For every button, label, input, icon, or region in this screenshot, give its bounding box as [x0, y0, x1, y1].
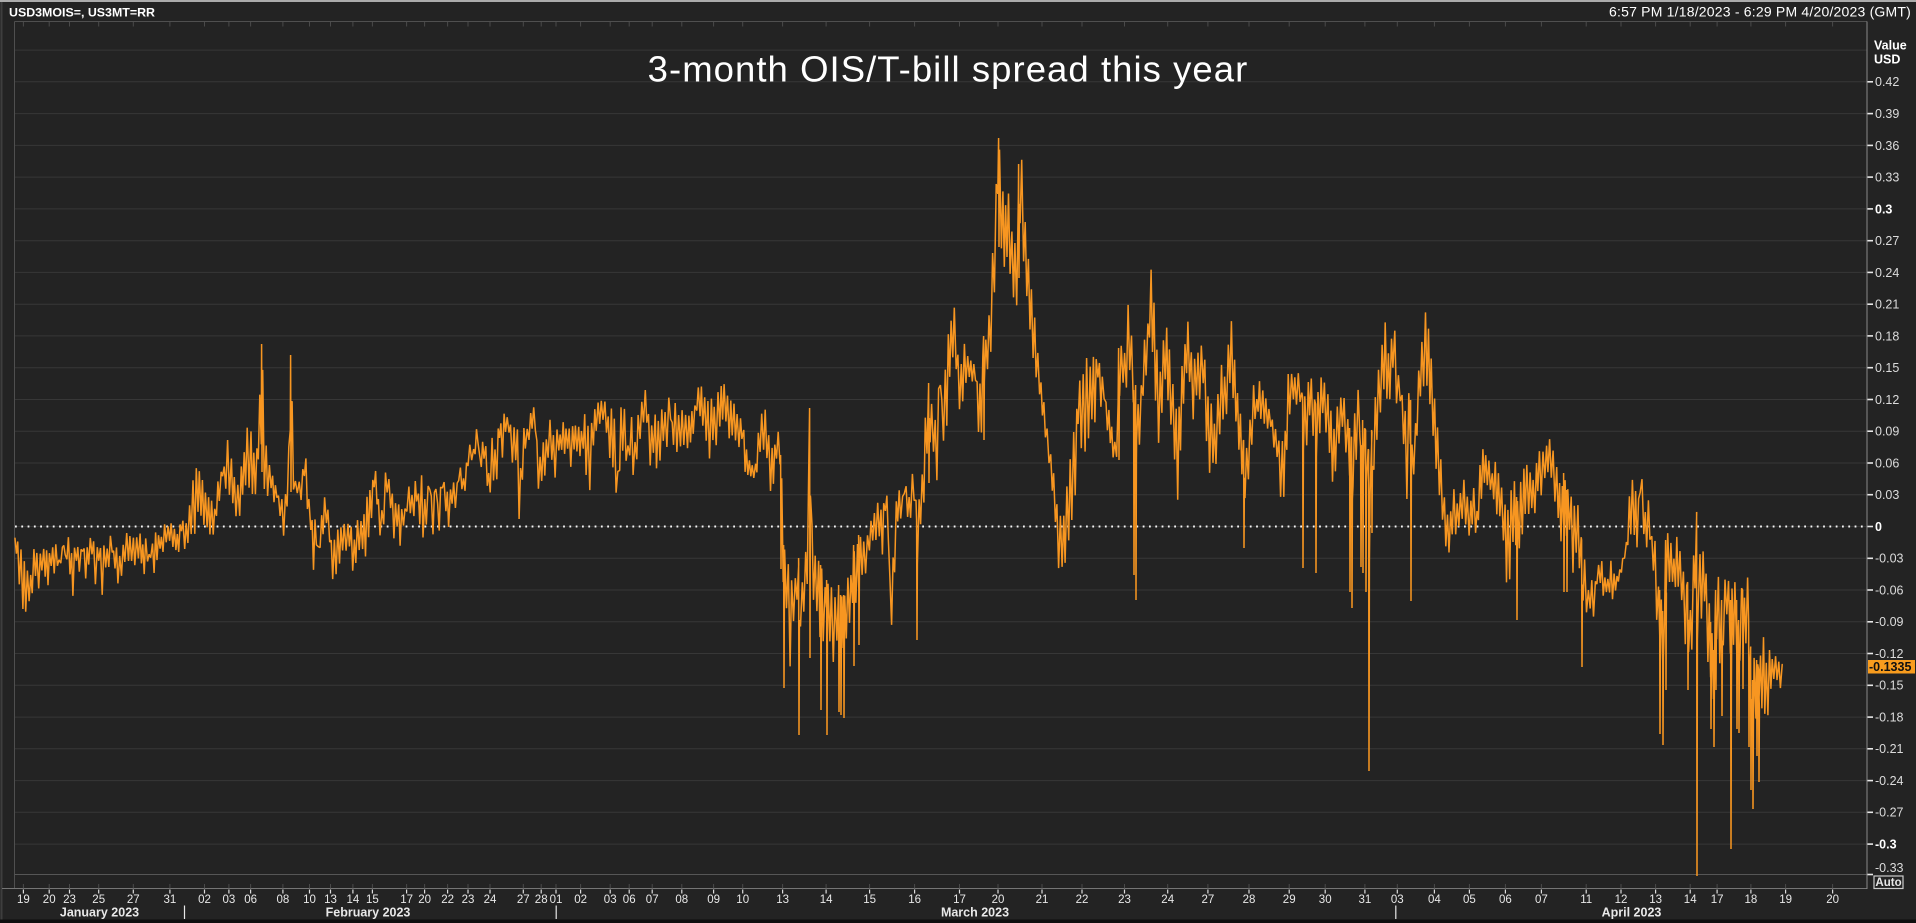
- svg-text:-0.09: -0.09: [1875, 615, 1904, 629]
- svg-text:06: 06: [623, 894, 636, 906]
- svg-text:10: 10: [736, 894, 749, 906]
- svg-text:24: 24: [484, 894, 497, 906]
- svg-text:17: 17: [1711, 894, 1724, 906]
- svg-text:0.15: 0.15: [1875, 361, 1899, 375]
- svg-text:13: 13: [776, 894, 789, 906]
- svg-text:03: 03: [1391, 894, 1404, 906]
- svg-text:22: 22: [441, 894, 454, 906]
- svg-text:17: 17: [400, 894, 413, 906]
- svg-text:March 2023: March 2023: [941, 906, 1009, 920]
- svg-text:6:57 PM 1/18/2023 - 6:29 PM 4/: 6:57 PM 1/18/2023 - 6:29 PM 4/20/2023 (G…: [1609, 4, 1911, 20]
- svg-text:11: 11: [1580, 894, 1592, 906]
- svg-text:0.27: 0.27: [1875, 234, 1899, 248]
- svg-text:-0.21: -0.21: [1875, 742, 1904, 756]
- svg-text:-0.15: -0.15: [1875, 679, 1904, 693]
- svg-text:23: 23: [462, 894, 475, 906]
- svg-text:03: 03: [604, 894, 617, 906]
- svg-text:20: 20: [992, 894, 1005, 906]
- svg-text:30: 30: [1319, 894, 1332, 906]
- svg-text:-0.12: -0.12: [1875, 647, 1904, 661]
- svg-text:0.12: 0.12: [1875, 393, 1899, 407]
- svg-text:Auto: Auto: [1875, 877, 1901, 889]
- svg-text:08: 08: [277, 894, 290, 906]
- svg-text:25: 25: [92, 894, 105, 906]
- svg-text:0.18: 0.18: [1875, 329, 1899, 343]
- svg-text:0.33: 0.33: [1875, 171, 1899, 185]
- svg-text:28: 28: [1243, 894, 1256, 906]
- svg-text:January 2023: January 2023: [60, 906, 139, 920]
- svg-text:24: 24: [1161, 894, 1174, 906]
- svg-text:21: 21: [1036, 894, 1049, 906]
- svg-text:13: 13: [324, 894, 337, 906]
- svg-text:-0.27: -0.27: [1875, 806, 1904, 820]
- svg-text:USD3MOIS=, US3MT=RR: USD3MOIS=, US3MT=RR: [9, 6, 155, 20]
- svg-text:0.24: 0.24: [1875, 266, 1899, 280]
- svg-text:29: 29: [1283, 894, 1296, 906]
- svg-text:05: 05: [1463, 894, 1476, 906]
- svg-text:23: 23: [63, 894, 76, 906]
- svg-text:18: 18: [1745, 894, 1758, 906]
- svg-text:09: 09: [707, 894, 720, 906]
- svg-text:USD: USD: [1874, 53, 1900, 67]
- svg-text:19: 19: [1779, 894, 1792, 906]
- svg-text:0.36: 0.36: [1875, 139, 1899, 153]
- svg-text:3-month OIS/T-bill spread this: 3-month OIS/T-bill spread this year: [648, 49, 1249, 90]
- svg-text:13: 13: [1649, 894, 1662, 906]
- svg-text:February 2023: February 2023: [326, 906, 411, 920]
- svg-text:-0.3: -0.3: [1875, 838, 1897, 852]
- svg-text:April 2023: April 2023: [1602, 906, 1662, 920]
- svg-text:07: 07: [646, 894, 659, 906]
- svg-text:07: 07: [1535, 894, 1548, 906]
- svg-text:-0.33: -0.33: [1875, 861, 1904, 875]
- svg-text:19: 19: [17, 894, 30, 906]
- svg-text:27: 27: [127, 894, 140, 906]
- svg-text:04: 04: [1428, 894, 1441, 906]
- svg-text:14: 14: [820, 894, 833, 906]
- svg-text:17: 17: [953, 894, 966, 906]
- svg-text:14: 14: [1684, 894, 1697, 906]
- svg-text:02: 02: [198, 894, 211, 906]
- svg-text:0.39: 0.39: [1875, 107, 1899, 121]
- svg-text:20: 20: [43, 894, 56, 906]
- svg-text:-0.06: -0.06: [1875, 583, 1904, 597]
- svg-text:-0.18: -0.18: [1875, 711, 1904, 725]
- svg-text:08: 08: [675, 894, 688, 906]
- svg-text:31: 31: [1359, 894, 1372, 906]
- svg-text:31: 31: [164, 894, 177, 906]
- svg-text:15: 15: [366, 894, 379, 906]
- svg-text:0.06: 0.06: [1875, 456, 1899, 470]
- svg-text:27: 27: [1202, 894, 1215, 906]
- svg-text:12: 12: [1615, 894, 1628, 906]
- svg-text:-0.03: -0.03: [1875, 552, 1904, 566]
- svg-text:03: 03: [223, 894, 236, 906]
- svg-text:10: 10: [303, 894, 316, 906]
- svg-text:14: 14: [347, 894, 360, 906]
- svg-text:0.21: 0.21: [1875, 298, 1899, 312]
- svg-text:15: 15: [863, 894, 876, 906]
- svg-text:01: 01: [550, 894, 563, 906]
- svg-text:0.42: 0.42: [1875, 75, 1899, 89]
- svg-text:27: 27: [517, 894, 530, 906]
- svg-text:0.3: 0.3: [1875, 202, 1892, 216]
- svg-text:16: 16: [908, 894, 921, 906]
- svg-text:0.09: 0.09: [1875, 425, 1899, 439]
- svg-text:20: 20: [1826, 894, 1839, 906]
- svg-text:06: 06: [1499, 894, 1512, 906]
- svg-text:0: 0: [1875, 520, 1882, 534]
- svg-text:0.03: 0.03: [1875, 488, 1899, 502]
- svg-text:28: 28: [535, 894, 548, 906]
- svg-text:-0.24: -0.24: [1875, 774, 1904, 788]
- svg-text:20: 20: [418, 894, 431, 906]
- svg-text:23: 23: [1118, 894, 1131, 906]
- svg-text:22: 22: [1076, 894, 1089, 906]
- svg-text:02: 02: [574, 894, 587, 906]
- svg-text:-0.1335: -0.1335: [1869, 660, 1911, 674]
- svg-text:06: 06: [244, 894, 257, 906]
- svg-text:Value: Value: [1874, 39, 1907, 53]
